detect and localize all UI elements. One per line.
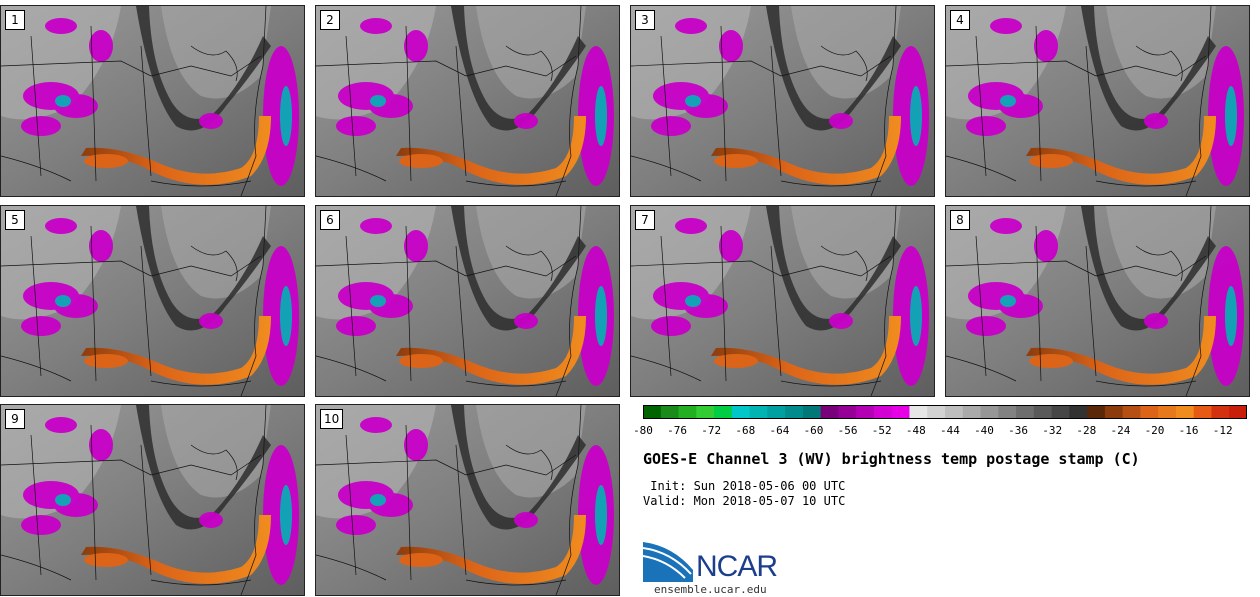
colorbar-swatch [1051,405,1070,419]
colorbar-swatch [927,405,946,419]
site-url: ensemble.ucar.edu [654,583,767,596]
ensemble-member-panel-7: 7 [630,205,935,397]
wv-map [1,206,304,396]
panel-number-label: 1 [5,10,25,30]
colorbar-swatch [714,405,733,419]
figure-title: GOES-E Channel 3 (WV) brightness temp po… [643,450,1140,468]
colorbar-tick-label: -76 [667,424,688,437]
colorbar-tick-labels: -80 -76 -72 -68 -64 -60 -56 -52 -48 -44 -40 -36 -32-… [630,424,1260,440]
ensemble-member-panel-8: 8 [945,205,1250,397]
colorbar-swatch [731,405,751,419]
panel-number-label: 3 [635,10,655,30]
colorbar-swatch [802,405,822,419]
panel-number-label: 9 [5,409,25,429]
init-time: Init: Sun 2018-05-06 00 UTC [643,479,846,493]
colorbar-tick-label: -56 [837,424,858,437]
colorbar-swatch [980,405,999,419]
colorbar-swatch [660,405,680,419]
ensemble-member-panel-3: 3 [630,5,935,197]
wv-map [631,206,934,396]
wv-map [946,6,1249,196]
wv-map [631,6,934,196]
colorbar-tick-label: -28 [1076,424,1097,437]
colorbar-tick-label: -68 [735,424,756,437]
colorbar-swatch [820,405,839,419]
colorbar-swatch [1033,405,1053,419]
colorbar [643,405,1247,419]
panel-number-label: 5 [5,210,25,230]
panel-number-label: 10 [320,409,344,429]
colorbar-swatch [838,405,857,419]
colorbar-swatch [1158,405,1177,419]
colorbar-swatch [962,405,982,419]
panel-number-label: 7 [635,210,655,230]
ensemble-member-panel-10: 10 [315,404,620,596]
panel-number-label: 8 [950,210,970,230]
ensemble-member-panel-5: 5 [0,205,305,397]
colorbar-swatch [1087,405,1106,419]
wv-map [946,206,1249,396]
colorbar-swatch [891,405,910,419]
colorbar-swatch [856,405,875,419]
colorbar-tick-label: -60 [803,424,824,437]
colorbar-tick-label: -32 [1042,424,1063,437]
colorbar-tick-label: -20 [1144,424,1165,437]
wv-map [316,206,619,396]
colorbar-swatch [873,405,893,419]
colorbar-tick-label: -44 [939,424,960,437]
ensemble-member-panel-6: 6 [315,205,620,397]
colorbar-swatch [1140,405,1159,419]
colorbar-swatch [1193,405,1212,419]
ensemble-member-panel-9: 9 [0,404,305,596]
ensemble-member-panel-4: 4 [945,5,1250,197]
ncar-wordmark: NCAR [696,550,778,583]
panel-number-label: 4 [950,10,970,30]
colorbar-swatch [749,405,768,419]
colorbar-tick-label: -80 [633,424,653,437]
colorbar-swatch [945,405,964,419]
colorbar-swatch [767,405,786,419]
wv-map [1,405,304,595]
colorbar-swatch [909,405,928,419]
ensemble-member-panel-1: 1 [0,5,305,197]
ensemble-member-panel-2: 2 [315,5,620,197]
colorbar-swatch [998,405,1017,419]
colorbar-swatch [1016,405,1035,419]
colorbar-tick-label: -16 [1178,424,1199,437]
colorbar-tick-label: -52 [871,424,892,437]
valid-time: Valid: Mon 2018-05-07 10 UTC [643,494,846,508]
colorbar-tick-label: -72 [701,424,722,437]
colorbar-swatch [1069,405,1088,419]
colorbar-swatch [785,405,804,419]
colorbar-tick-label: -12 [1212,424,1233,437]
wv-map [316,6,619,196]
colorbar-swatch [1211,405,1230,419]
colorbar-swatch [1175,405,1195,419]
wv-map [1,6,304,196]
colorbar-swatch [1229,405,1247,419]
colorbar-tick-label: -36 [1008,424,1029,437]
colorbar-swatch [1122,405,1141,419]
ncar-logo-icon [643,542,693,582]
colorbar-tick-label: -64 [769,424,790,437]
colorbar-tick-label: -48 [905,424,926,437]
wv-map [316,405,619,595]
colorbar-swatch [643,405,662,419]
colorbar-tick-label: -24 [1110,424,1131,437]
panel-number-label: 6 [320,210,340,230]
colorbar-swatch [696,405,715,419]
panel-number-label: 2 [320,10,340,30]
colorbar-swatch [678,405,697,419]
colorbar-tick-label: -40 [974,424,994,437]
colorbar-swatch [1104,405,1124,419]
